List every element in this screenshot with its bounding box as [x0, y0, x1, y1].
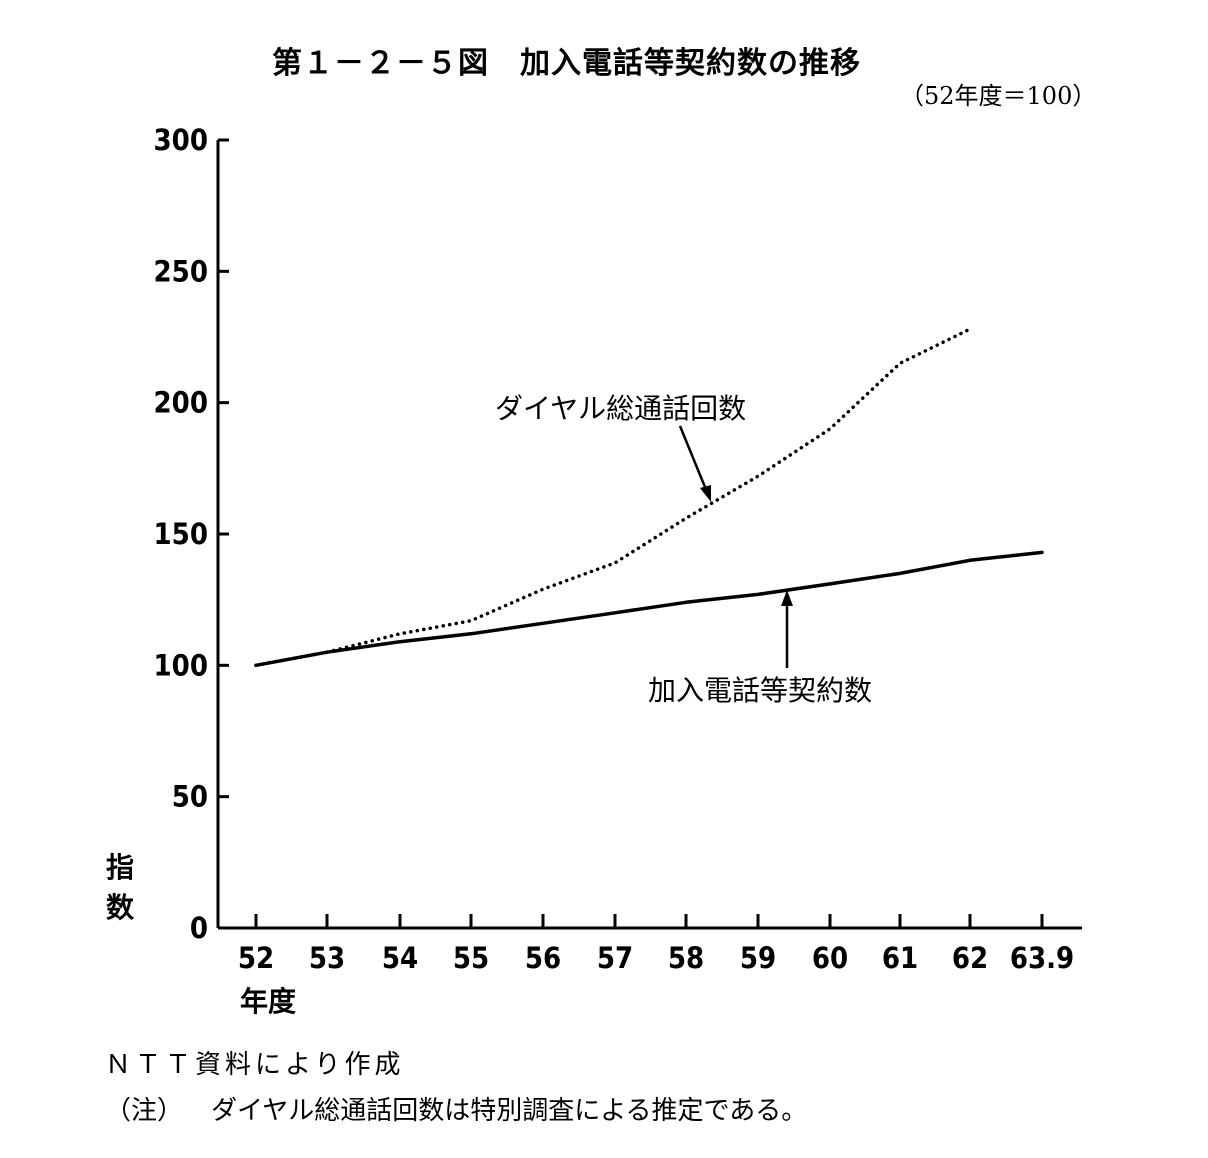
y-tick-label: 250 — [154, 254, 208, 288]
y-tick-label: 100 — [154, 648, 208, 682]
ticks: 0 50 100 150 200 250 300 52 53 54 55 56 57 58 59 60 61 62… — [154, 123, 1075, 975]
x-tick-label: 61 — [882, 941, 918, 975]
chart-subtitle: （52年度＝100） — [900, 82, 1097, 110]
footnote: （注） ダイヤル総通話回数は特別調査による推定である。 — [105, 1090, 807, 1127]
x-tick-label: 53 — [309, 941, 345, 975]
x-tick-label: 60 — [812, 941, 848, 975]
x-tick-label: 63.9 — [1010, 941, 1074, 975]
x-tick-label: 55 — [453, 941, 489, 975]
arrowhead-dial-calls — [700, 485, 711, 502]
footnote-label: （注） — [105, 1096, 184, 1126]
x-tick-label: 58 — [668, 941, 704, 975]
x-tick-label: 54 — [382, 941, 418, 975]
series-line-subscriptions — [254, 550, 1044, 668]
x-axis-label: 年度 — [240, 985, 297, 1018]
series-lines — [254, 327, 1044, 668]
y-tick-label: 300 — [154, 123, 208, 157]
y-tick-label: 200 — [154, 386, 208, 420]
x-tick-label: 52 — [238, 941, 274, 975]
arrow-dial-calls — [678, 425, 709, 493]
y-tick-label: 0 — [190, 911, 208, 945]
y-tick-label: 150 — [154, 517, 208, 551]
y-axis-label: 指数 — [105, 851, 134, 924]
source-note: ＮＴＴ資料により作成 — [105, 1050, 405, 1080]
y-tick-label: 50 — [172, 780, 208, 814]
axes — [216, 140, 1082, 930]
x-tick-label: 62 — [952, 941, 988, 975]
x-tick-label: 57 — [597, 941, 633, 975]
footnote-text: ダイヤル総通話回数は特別調査による推定である。 — [211, 1096, 808, 1126]
series-label-subscriptions: 加入電話等契約数 — [648, 674, 872, 707]
arrowhead-subscriptions — [781, 590, 793, 606]
series-label-dial-calls: ダイヤル総通話回数 — [495, 392, 746, 425]
series-line-dial-calls — [254, 327, 972, 668]
chart-title: 第１－２－５図 加入電話等契約数の推移 — [272, 46, 861, 81]
x-tick-label: 59 — [740, 941, 776, 975]
x-tick-label: 56 — [525, 941, 561, 975]
